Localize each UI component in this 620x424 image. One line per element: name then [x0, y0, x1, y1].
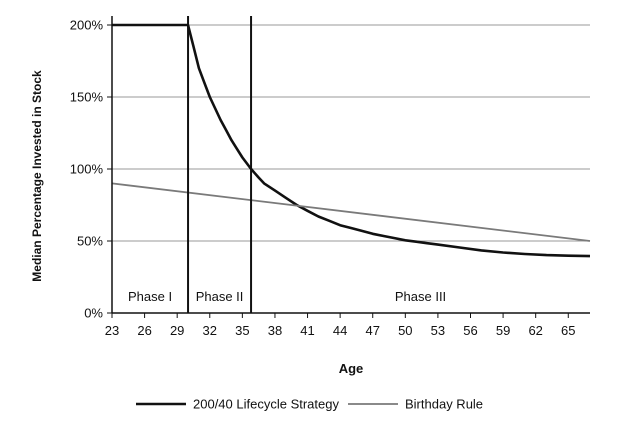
phase-markers: Phase I Phase II Phase III [128, 16, 446, 313]
x-tick-label: 32 [203, 323, 217, 338]
x-tick-label: 23 [105, 323, 119, 338]
y-tick-label: 150% [70, 90, 104, 105]
x-tick-label: 38 [268, 323, 282, 338]
y-tick-label: 200% [70, 18, 104, 33]
series-line-lifecycle-strategy [112, 23, 591, 258]
x-tick-label: 65 [561, 323, 575, 338]
x-axis-ticks: 23 26 29 32 35 38 41 44 47 50 53 56 59 62 65 [105, 313, 576, 338]
x-tick-label: 50 [398, 323, 412, 338]
x-tick-label: 59 [496, 323, 510, 338]
x-axis-label: Age [339, 361, 364, 376]
x-tick-label: 41 [300, 323, 314, 338]
x-tick-label: 44 [333, 323, 347, 338]
x-tick-label: 53 [431, 323, 445, 338]
y-tick-label: 100% [70, 162, 104, 177]
y-tick-label: 50% [77, 234, 103, 249]
x-tick-label: 47 [365, 323, 379, 338]
y-tick-label: 0% [84, 306, 103, 321]
legend-label: 200/40 Lifecycle Strategy [193, 397, 339, 412]
x-tick-label: 29 [170, 323, 184, 338]
x-tick-label: 56 [463, 323, 477, 338]
phase-label: Phase III [395, 289, 446, 304]
y-axis-label: Median Percentage Invested in Stock [30, 70, 44, 282]
phase-label: Phase I [128, 289, 172, 304]
phase-label: Phase II [196, 289, 244, 304]
series-line-birthday-rule [111, 182, 591, 242]
x-tick-label: 62 [528, 323, 542, 338]
y-axis-ticks: 0% 50% 100% 150% 200% [70, 18, 112, 321]
legend-label: Birthday Rule [405, 397, 483, 412]
legend: 200/40 Lifecycle Strategy Birthday Rule [136, 397, 483, 412]
x-tick-label: 26 [137, 323, 151, 338]
x-tick-label: 35 [235, 323, 249, 338]
series-lines [111, 23, 591, 258]
gridlines [112, 24, 590, 242]
